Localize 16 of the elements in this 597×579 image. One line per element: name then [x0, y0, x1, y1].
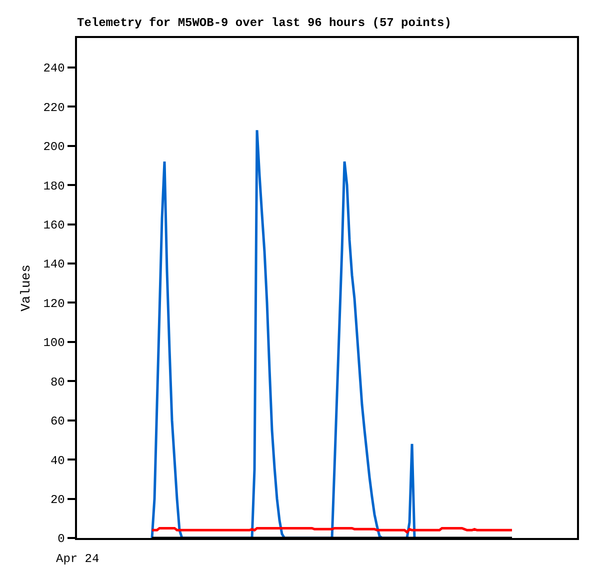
- y-tick-label: 160: [43, 218, 65, 232]
- chart-title: Telemetry for M5WOB-9 over last 96 hours (57 points): [77, 16, 452, 30]
- y-tick-label: 180: [43, 179, 65, 194]
- y-tick-label: 0: [58, 532, 65, 546]
- y-tick-label: 60: [50, 414, 65, 429]
- y-tick-label: 100: [43, 336, 65, 350]
- y-tick-label: 240: [43, 62, 65, 76]
- y-tick-label: 200: [43, 140, 65, 154]
- y-tick-label: 120: [43, 296, 65, 311]
- text: Apr 24: [56, 552, 100, 566]
- y-tick-label: 80: [50, 375, 65, 390]
- y-axis-title: Values: [18, 264, 34, 312]
- y-tick-label: 140: [43, 258, 65, 272]
- y-tick-label: 20: [50, 492, 65, 507]
- y-tick-label: 40: [50, 454, 65, 468]
- y-tick-label: 220: [43, 100, 65, 115]
